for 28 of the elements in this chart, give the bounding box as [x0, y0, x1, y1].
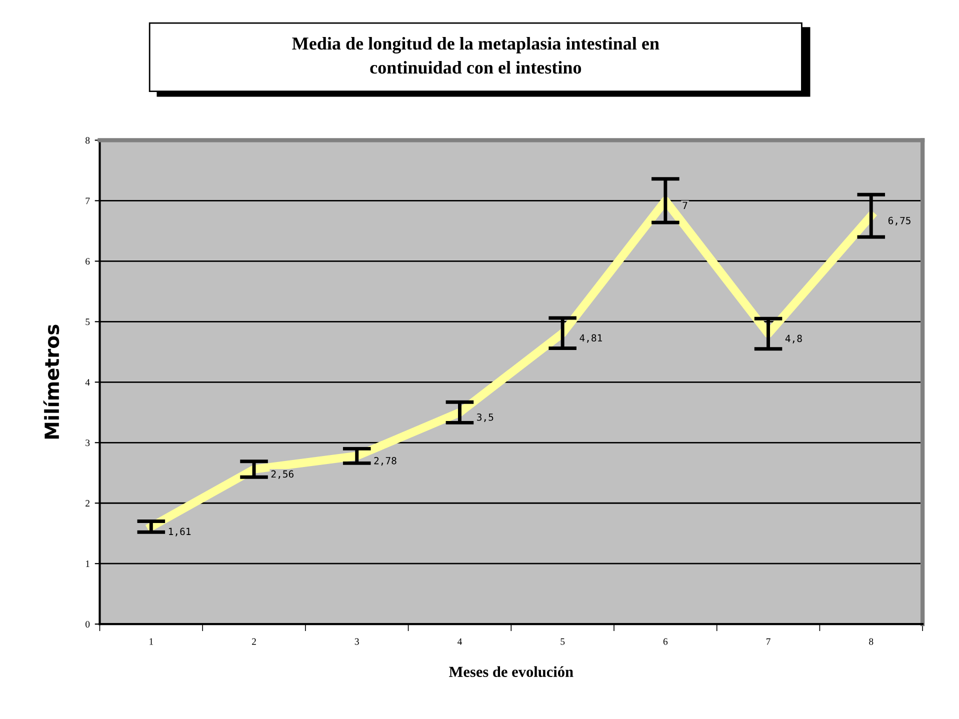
y-tick-label: 3: [86, 440, 90, 446]
x-tick-label: 7: [766, 638, 770, 645]
y-tick-label: 6: [86, 258, 90, 265]
x-tick-label: 1: [150, 638, 154, 645]
x-tick-label: 2: [252, 638, 256, 645]
chart-title: Media de longitud de la metaplasia intestinal en continuidad con el intestino: [292, 36, 660, 74]
x-tick-label: 6: [663, 638, 668, 645]
y-tick-label: 7: [86, 198, 90, 204]
data-label: 4,81: [580, 334, 602, 343]
y-tick-label: 1: [86, 560, 90, 567]
data-label: 4,8: [785, 334, 802, 344]
x-tick-label: 4: [457, 638, 462, 645]
data-label: 2,78: [374, 456, 396, 466]
data-label: 1,61: [168, 528, 191, 536]
data-label: 2,56: [271, 470, 294, 479]
x-tick-label: 8: [869, 638, 874, 645]
y-tick-label: 4: [85, 379, 90, 386]
y-tick-label: 0: [86, 621, 90, 628]
y-axis-title: Milímetros: [43, 324, 60, 439]
data-label: 7: [682, 202, 688, 209]
x-axis-title: Meses de evolución: [449, 666, 574, 678]
x-tick-label: 3: [354, 638, 359, 645]
y-tick-label: 8: [86, 137, 90, 144]
y-tick-label: 5: [86, 318, 90, 326]
data-label: 3,5: [477, 413, 494, 422]
x-tick-label: 5: [560, 638, 565, 645]
y-tick-label: 2: [86, 500, 90, 506]
data-label: 6,75: [888, 216, 910, 226]
